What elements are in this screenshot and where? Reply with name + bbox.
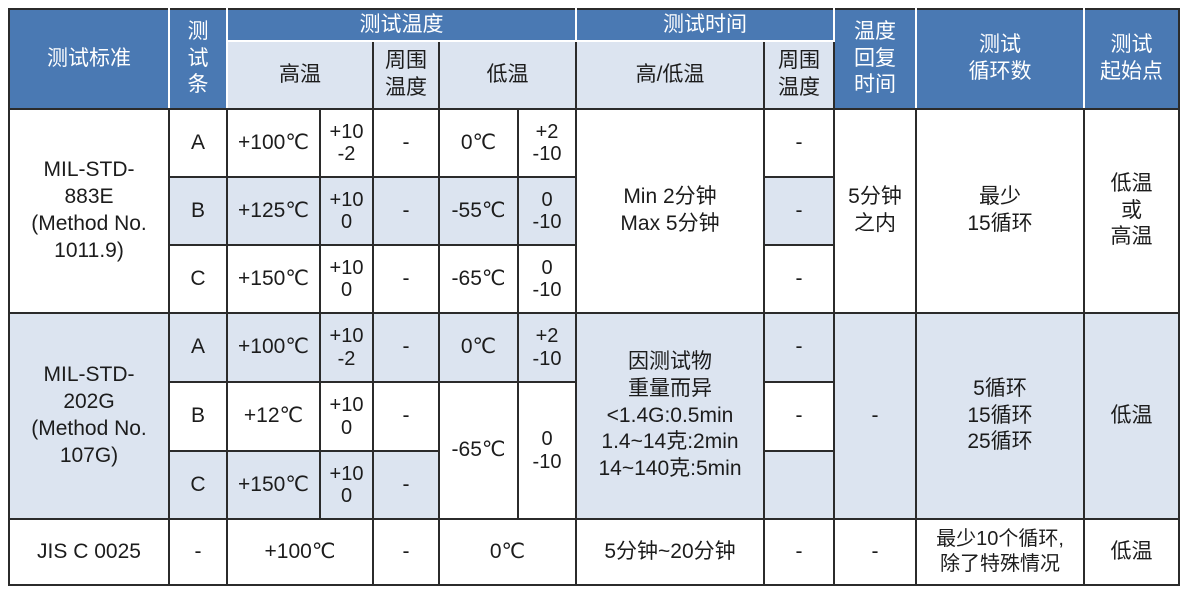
mil202-recovery-time: - xyxy=(833,312,917,520)
mil883-c-high-value: +150℃ xyxy=(226,244,321,314)
mil202-a-time-ambient: - xyxy=(763,312,835,383)
mil202-c-high-value: +150℃ xyxy=(226,450,321,520)
mil883-b-high-tolerance: +10 0 xyxy=(319,176,374,246)
mil202-c-condition: C xyxy=(168,450,228,520)
mil883-a-ambient: - xyxy=(372,108,440,178)
mil883-c-low-tolerance: 0 -10 xyxy=(517,244,577,314)
mil202-c-time-ambient xyxy=(763,450,835,520)
mil883-start-point: 低温 或 高温 xyxy=(1083,108,1180,314)
jis-time-ambient: - xyxy=(763,518,835,586)
jis-standard-cell: JIS C 0025 xyxy=(8,518,170,586)
mil883-c-time-ambient: - xyxy=(763,244,835,314)
table-row: B +12℃ +10 0 - -65℃ 0 -10 - xyxy=(9,381,1179,520)
mil883-b-condition: B xyxy=(168,176,228,246)
mil883-c-low-value: -65℃ xyxy=(438,244,519,314)
subheader-time-ambient-temp: 周围 温度 xyxy=(763,40,835,110)
mil202-b-high-tolerance: +10 0 xyxy=(319,381,374,452)
mil883-c-ambient: - xyxy=(372,244,440,314)
mil202-standard-cell: MIL-STD- 202G (Method No. 107G) xyxy=(8,312,170,520)
mil883-a-high-value: +100℃ xyxy=(226,108,321,178)
header-test-temperature: 测试温度 xyxy=(226,8,577,42)
mil883-cycle-count: 最少 15循环 xyxy=(915,108,1085,314)
table-row: C +150℃ +10 0 - -65℃ 0 -10 - xyxy=(9,244,1179,314)
table-row: B +125℃ +10 0 - -55℃ 0 -10 - xyxy=(9,176,1179,246)
mil202-a-low-value: 0℃ xyxy=(438,312,519,383)
table-row: MIL-STD- 202G (Method No. 107G) A +100℃ … xyxy=(8,312,1180,520)
mil883-recovery-time: 5分钟 之内 xyxy=(833,108,917,314)
mil202-b-time-ambient: - xyxy=(763,381,835,452)
mil883-b-time-ambient: - xyxy=(763,176,835,246)
mil202-b-ambient: - xyxy=(372,381,440,452)
mil883-a-low-tolerance: +2 -10 xyxy=(517,108,577,178)
mil202-a-high-value: +100℃ xyxy=(226,312,321,383)
jis-ambient: - xyxy=(372,518,440,586)
mil883-a-time-ambient: - xyxy=(763,108,835,178)
jis-cycle-count: 最少10个循环, 除了特殊情况 xyxy=(915,518,1085,586)
mil202-start-point: 低温 xyxy=(1083,312,1180,520)
mil883-a-high-tolerance: +10 -2 xyxy=(319,108,374,178)
subheader-low-temp: 低温 xyxy=(438,40,577,110)
table-row: MIL-STD- 883E (Method No. 1011.9) A +100… xyxy=(8,108,1180,314)
header-test-condition: 测 试 条 xyxy=(168,8,228,110)
jis-low-value: 0℃ xyxy=(438,518,577,586)
mil883-b-low-tolerance: 0 -10 xyxy=(517,176,577,246)
header-test-start-point: 测试 起始点 xyxy=(1083,8,1180,110)
header-test-time: 测试时间 xyxy=(575,8,835,42)
jis-high-value: +100℃ xyxy=(226,518,374,586)
mil202-cycle-count: 5循环 15循环 25循环 xyxy=(915,312,1085,520)
mil202-bc-low-tolerance: 0 -10 xyxy=(517,381,577,520)
mil202-c-high-tolerance: +10 0 xyxy=(319,450,374,520)
jis-condition: - xyxy=(168,518,228,586)
mil883-b-low-value: -55℃ xyxy=(438,176,519,246)
mil202-a-ambient: - xyxy=(372,312,440,383)
mil883-time-highlow: Min 2分钟 Max 5分钟 xyxy=(575,108,765,314)
mil202-b-high-value: +12℃ xyxy=(226,381,321,452)
jis-time-highlow: 5分钟~20分钟 xyxy=(575,518,765,586)
mil202-a-condition: A xyxy=(168,312,228,383)
mil883-a-low-value: 0℃ xyxy=(438,108,519,178)
subheader-high-temp: 高温 xyxy=(226,40,374,110)
header-test-cycles: 测试 循环数 xyxy=(915,8,1085,110)
mil202-b-condition: B xyxy=(168,381,228,452)
subheader-ambient-temp: 周围 温度 xyxy=(372,40,440,110)
table-row: C +150℃ +10 0 - xyxy=(9,450,1179,520)
mil883-standard-cell: MIL-STD- 883E (Method No. 1011.9) xyxy=(8,108,170,314)
subheader-high-low-temp: 高/低温 xyxy=(575,40,765,110)
header-test-standard: 测试标准 xyxy=(8,8,170,110)
jis-recovery-time: - xyxy=(833,518,917,586)
thermal-shock-test-table: 测试标准 测 试 条 测试温度 测试时间 温度 回复 时间 测试 循环数 测试 … xyxy=(8,8,1180,586)
mil202-a-low-tolerance: +2 -10 xyxy=(517,312,577,383)
table-row: JIS C 0025 - +100℃ - 0℃ 5分钟~20分钟 - - 最少1… xyxy=(8,518,1180,586)
mil883-c-condition: C xyxy=(168,244,228,314)
mil202-time-highlow: 因测试物 重量而异 <1.4G:0.5min 1.4~14克:2min 14~1… xyxy=(575,312,765,520)
mil883-c-high-tolerance: +10 0 xyxy=(319,244,374,314)
mil202-c-ambient: - xyxy=(372,450,440,520)
mil883-b-high-value: +125℃ xyxy=(226,176,321,246)
mil202-a-high-tolerance: +10 -2 xyxy=(319,312,374,383)
mil883-a-condition: A xyxy=(168,108,228,178)
jis-start-point: 低温 xyxy=(1083,518,1180,586)
mil883-b-ambient: - xyxy=(372,176,440,246)
header-recovery-time: 温度 回复 时间 xyxy=(833,8,917,110)
mil202-bc-low-value: -65℃ xyxy=(438,381,519,520)
